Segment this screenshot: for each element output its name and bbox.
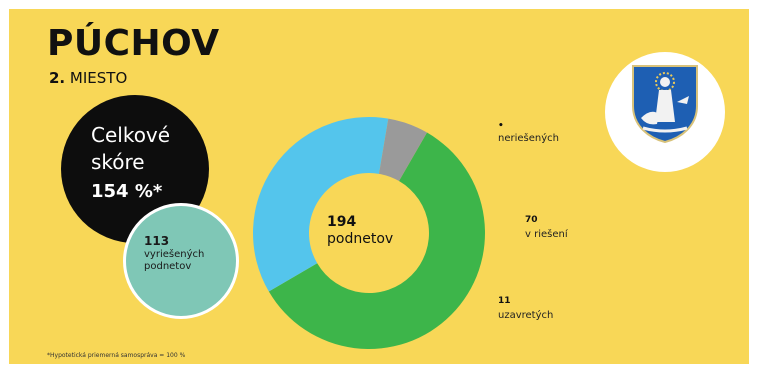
score-label: Celkové skóre — [91, 123, 171, 174]
center-total: 194 — [327, 214, 357, 230]
infographic: PÚCHOV 2. MIESTO Celkové skóre 154 %* 11… — [9, 9, 749, 364]
legend-closed-label: uzavretých — [498, 310, 554, 321]
legend-inprogress-count: 70 — [525, 215, 538, 225]
footnote: *Hypotetická priemerná samospráva = 100 … — [47, 352, 186, 359]
total-score-circle: Celkové skóre 154 %* — [61, 95, 209, 243]
donut-segment-0 — [268, 132, 485, 349]
city-title: PÚCHOV — [47, 23, 220, 64]
donut-segment-2 — [378, 118, 427, 182]
rank-number: 2. — [49, 69, 66, 87]
resolved-label: vyriešených podnetov — [144, 249, 205, 272]
donut-chart — [253, 116, 485, 349]
rank-label: 2. MIESTO — [49, 69, 127, 87]
legend-unresolved-count: • — [498, 121, 504, 131]
legend-unresolved-label: neriešených — [498, 133, 559, 144]
legend-closed-count: 11 — [498, 296, 511, 306]
center-label: podnetov — [327, 231, 394, 247]
crest-icon — [632, 65, 698, 144]
resolved-count: 113 — [144, 234, 170, 248]
resolved-circle: 113 vyriešených podnetov — [123, 203, 239, 319]
score-value: 154 %* — [91, 181, 163, 202]
rank-word: MIESTO — [69, 69, 128, 87]
legend-inprogress-label: v riešení — [525, 229, 568, 240]
donut-segment-1 — [253, 116, 389, 292]
